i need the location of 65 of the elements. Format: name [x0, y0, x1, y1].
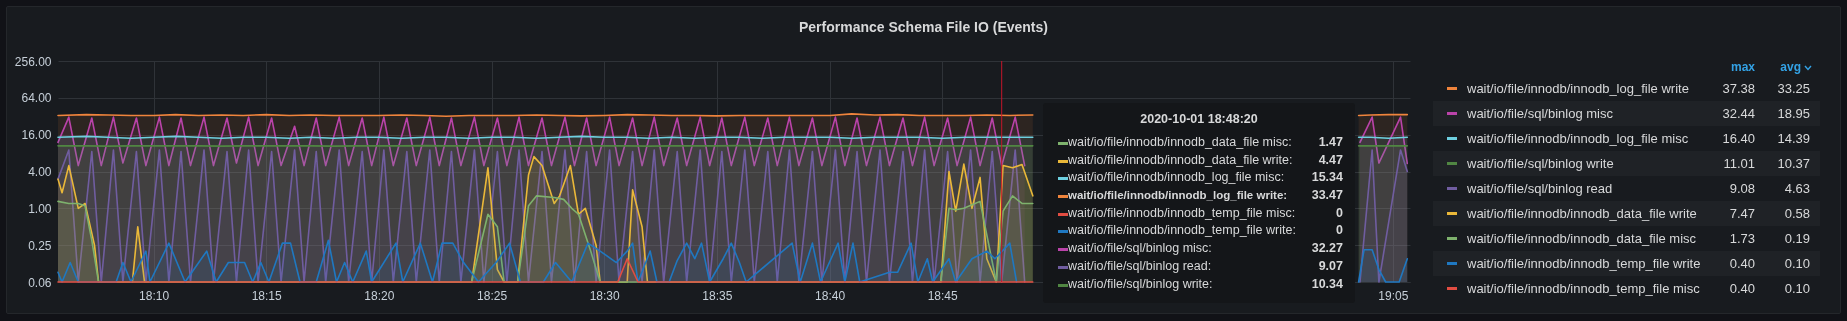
x-tick-label: 18:15 — [251, 288, 283, 303]
text: 16.40 — [1722, 130, 1755, 148]
text: 0.10 — [1784, 280, 1810, 298]
annotation: wait/io/file/innodb/innodb_temp_file misc: — [1068, 204, 1296, 222]
y-tick-label: 0.25 — [28, 238, 52, 253]
text: 11.01 — [1723, 155, 1755, 173]
legend-label: wait/io/file/innodb/innodb_log_file write — [1467, 80, 1689, 98]
legend-label: wait/io/file/sql/binlog misc — [1467, 105, 1613, 123]
legend-label: wait/io/file/innodb/innodb_data_file write — [1467, 205, 1697, 223]
y-tick-label: 64.00 — [21, 91, 52, 106]
x-tick-label: 18:10 — [139, 288, 170, 303]
annotation: wait/io/file/innodb/innodb_data_file misc: — [1068, 134, 1292, 151]
legend-label: wait/io/file/innodb/innodb_temp_file misc — [1467, 280, 1700, 298]
legend-label: wait/io/file/innodb/innodb_log_file misc — [1467, 130, 1689, 148]
annotation: 32.27 — [1311, 240, 1343, 258]
legend-label: wait/io/file/sql/binlog read — [1467, 180, 1613, 198]
legend-label: wait/io/file/sql/binlog write — [1467, 155, 1614, 173]
annotation: wait/io/file/sql/binlog misc: — [1068, 240, 1212, 258]
x-tick-label: 18:20 — [364, 288, 395, 303]
annotation: wait/io/file/sql/binlog read: — [1068, 257, 1212, 275]
annotation: wait/io/file/innodb/innodb_log_file write: — [1068, 188, 1288, 204]
chart-title: Performance Schema File IO (Events) — [798, 19, 1049, 35]
text: 7.47 — [1729, 205, 1755, 223]
text: 0.40 — [1729, 280, 1755, 298]
legend-label: wait/io/file/innodb/innodb_temp_file write — [1467, 255, 1701, 273]
text: 4.63 — [1784, 180, 1810, 198]
text: 9.08 — [1729, 180, 1755, 198]
y-tick-label: 4.00 — [28, 165, 52, 179]
text: avg — [1780, 60, 1801, 74]
text: 0.58 — [1784, 205, 1810, 223]
annotation: 15.34 — [1311, 169, 1343, 187]
text: 33.25 — [1777, 80, 1810, 98]
annotation: 1.47 — [1318, 134, 1343, 151]
annotation: 33.47 — [1311, 187, 1343, 205]
annotation: wait/io/file/innodb/innodb_data_file write: — [1068, 151, 1293, 169]
annotation: 9.07 — [1318, 257, 1343, 275]
x-tick-label: 18:35 — [702, 288, 733, 303]
y-tick-label: 256.00 — [14, 54, 52, 69]
annotation: 0 — [1336, 222, 1343, 240]
annotation: wait/io/file/sql/binlog write: — [1068, 275, 1213, 293]
text: 0.19 — [1784, 230, 1810, 248]
text: max — [1730, 60, 1755, 74]
text: 14.39 — [1777, 130, 1810, 148]
text: 37.38 — [1722, 80, 1755, 98]
annotation: 4.47 — [1318, 151, 1343, 169]
x-tick-label: 18:25 — [477, 288, 508, 303]
text: 0.40 — [1729, 255, 1755, 273]
annotation: wait/io/file/innodb/innodb_log_file misc: — [1068, 169, 1285, 187]
x-tick-label: 18:30 — [589, 288, 621, 303]
y-tick-label: 0.06 — [28, 275, 52, 290]
text: 0.10 — [1784, 255, 1810, 273]
x-tick-label: 18:45 — [927, 288, 959, 303]
x-tick-label: 19:05 — [1378, 288, 1409, 303]
annotation: wait/io/file/innodb/innodb_temp_file write: — [1068, 222, 1296, 240]
text: 10.37 — [1777, 155, 1810, 173]
annotation: 2020-10-01 18:48:20 — [1139, 112, 1259, 128]
legend-label: wait/io/file/innodb/innodb_data_file misc — [1467, 230, 1697, 248]
y-tick-label: 1.00 — [28, 201, 52, 216]
annotation: 0 — [1336, 204, 1343, 222]
text: 18.95 — [1777, 105, 1810, 123]
text: 32.44 — [1722, 105, 1755, 123]
annotation: 10.34 — [1311, 275, 1343, 293]
text: 1.73 — [1729, 230, 1755, 248]
x-tick-label: 18:40 — [815, 288, 846, 303]
y-tick-label: 16.00 — [21, 128, 52, 143]
